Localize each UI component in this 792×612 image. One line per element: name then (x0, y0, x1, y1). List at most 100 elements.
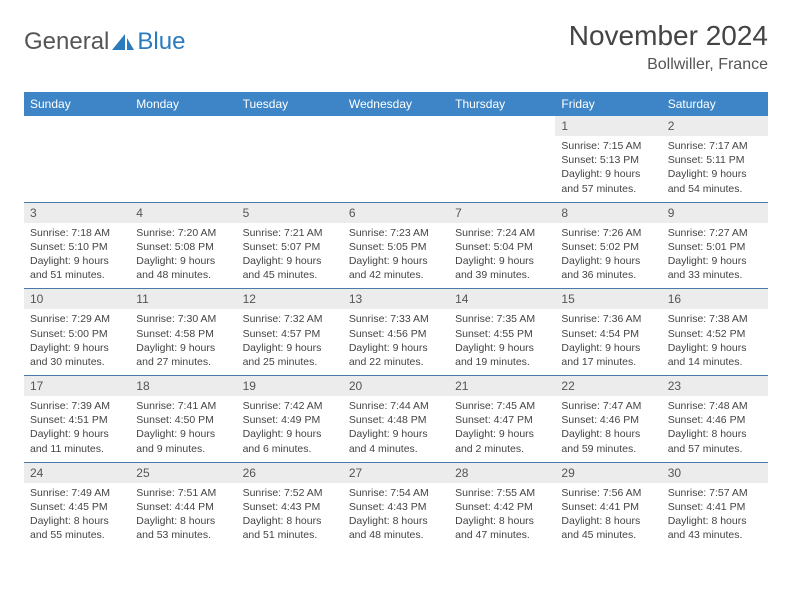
daylight-line: Daylight: 8 hours and 47 minutes. (455, 514, 549, 542)
day-content-cell: Sunrise: 7:30 AMSunset: 4:58 PMDaylight:… (130, 309, 236, 375)
sunset-line: Sunset: 4:50 PM (136, 413, 230, 427)
sunset-line: Sunset: 4:51 PM (30, 413, 124, 427)
header: General Blue November 2024 Bollwiller, F… (24, 20, 768, 74)
week-0-daynums: 12 (24, 116, 768, 136)
sunrise-line: Sunrise: 7:56 AM (561, 486, 655, 500)
sunset-line: Sunset: 5:04 PM (455, 240, 549, 254)
daylight-line: Daylight: 8 hours and 43 minutes. (668, 514, 762, 542)
week-3-content: Sunrise: 7:39 AMSunset: 4:51 PMDaylight:… (24, 396, 768, 462)
location: Bollwiller, France (569, 56, 768, 74)
week-2-content: Sunrise: 7:29 AMSunset: 5:00 PMDaylight:… (24, 309, 768, 375)
daylight-line: Daylight: 8 hours and 51 minutes. (243, 514, 337, 542)
sunrise-line: Sunrise: 7:30 AM (136, 312, 230, 326)
daylight-line: Daylight: 9 hours and 30 minutes. (30, 341, 124, 369)
daylight-line: Daylight: 8 hours and 53 minutes. (136, 514, 230, 542)
day-number-cell: 28 (449, 462, 555, 483)
sunrise-line: Sunrise: 7:48 AM (668, 399, 762, 413)
sunset-line: Sunset: 4:48 PM (349, 413, 443, 427)
sunset-line: Sunset: 5:05 PM (349, 240, 443, 254)
daylight-line: Daylight: 9 hours and 9 minutes. (136, 427, 230, 455)
sunset-line: Sunset: 4:41 PM (668, 500, 762, 514)
day-content-cell: Sunrise: 7:38 AMSunset: 4:52 PMDaylight:… (662, 309, 768, 375)
day-content-cell: Sunrise: 7:41 AMSunset: 4:50 PMDaylight:… (130, 396, 236, 462)
sunrise-line: Sunrise: 7:45 AM (455, 399, 549, 413)
sunrise-line: Sunrise: 7:38 AM (668, 312, 762, 326)
sunset-line: Sunset: 5:11 PM (668, 153, 762, 167)
daylight-line: Daylight: 9 hours and 42 minutes. (349, 254, 443, 282)
day-number-cell: 15 (555, 289, 661, 310)
day-content-cell: Sunrise: 7:33 AMSunset: 4:56 PMDaylight:… (343, 309, 449, 375)
sunrise-line: Sunrise: 7:29 AM (30, 312, 124, 326)
calendar-table: SundayMondayTuesdayWednesdayThursdayFrid… (24, 92, 768, 548)
sunrise-line: Sunrise: 7:36 AM (561, 312, 655, 326)
day-number-cell: 17 (24, 376, 130, 397)
sunrise-line: Sunrise: 7:26 AM (561, 226, 655, 240)
day-content-cell: Sunrise: 7:15 AMSunset: 5:13 PMDaylight:… (555, 136, 661, 202)
day-content-cell: Sunrise: 7:45 AMSunset: 4:47 PMDaylight:… (449, 396, 555, 462)
daylight-line: Daylight: 8 hours and 48 minutes. (349, 514, 443, 542)
day-number-cell: 19 (237, 376, 343, 397)
day-content-cell: Sunrise: 7:51 AMSunset: 4:44 PMDaylight:… (130, 483, 236, 549)
day-number-cell: 22 (555, 376, 661, 397)
daylight-line: Daylight: 9 hours and 33 minutes. (668, 254, 762, 282)
sunrise-line: Sunrise: 7:39 AM (30, 399, 124, 413)
day-content-cell: Sunrise: 7:47 AMSunset: 4:46 PMDaylight:… (555, 396, 661, 462)
logo-sail-icon (111, 33, 135, 51)
sunset-line: Sunset: 5:07 PM (243, 240, 337, 254)
sunrise-line: Sunrise: 7:52 AM (243, 486, 337, 500)
daylight-line: Daylight: 9 hours and 48 minutes. (136, 254, 230, 282)
day-number-cell (130, 116, 236, 136)
sunset-line: Sunset: 5:13 PM (561, 153, 655, 167)
day-content-cell (343, 136, 449, 202)
daylight-line: Daylight: 9 hours and 25 minutes. (243, 341, 337, 369)
day-number-cell: 24 (24, 462, 130, 483)
sunset-line: Sunset: 4:43 PM (349, 500, 443, 514)
calendar-body: 12 Sunrise: 7:15 AMSunset: 5:13 PMDaylig… (24, 116, 768, 548)
day-content-cell: Sunrise: 7:27 AMSunset: 5:01 PMDaylight:… (662, 223, 768, 289)
daylight-line: Daylight: 9 hours and 57 minutes. (561, 167, 655, 195)
daylight-line: Daylight: 9 hours and 22 minutes. (349, 341, 443, 369)
week-3-daynums: 17181920212223 (24, 376, 768, 397)
day-number-cell: 14 (449, 289, 555, 310)
day-number-cell: 9 (662, 202, 768, 223)
day-content-cell (237, 136, 343, 202)
day-header-sunday: Sunday (24, 92, 130, 116)
sunrise-line: Sunrise: 7:51 AM (136, 486, 230, 500)
day-content-cell: Sunrise: 7:39 AMSunset: 4:51 PMDaylight:… (24, 396, 130, 462)
sunrise-line: Sunrise: 7:18 AM (30, 226, 124, 240)
sunset-line: Sunset: 5:01 PM (668, 240, 762, 254)
sunrise-line: Sunrise: 7:24 AM (455, 226, 549, 240)
daylight-line: Daylight: 9 hours and 11 minutes. (30, 427, 124, 455)
logo-text-1: General (24, 28, 109, 56)
sunset-line: Sunset: 4:55 PM (455, 327, 549, 341)
day-content-cell: Sunrise: 7:20 AMSunset: 5:08 PMDaylight:… (130, 223, 236, 289)
daylight-line: Daylight: 9 hours and 36 minutes. (561, 254, 655, 282)
day-content-cell (449, 136, 555, 202)
day-header-thursday: Thursday (449, 92, 555, 116)
sunset-line: Sunset: 5:02 PM (561, 240, 655, 254)
sunset-line: Sunset: 4:45 PM (30, 500, 124, 514)
day-number-cell: 27 (343, 462, 449, 483)
sunset-line: Sunset: 4:43 PM (243, 500, 337, 514)
sunrise-line: Sunrise: 7:27 AM (668, 226, 762, 240)
sunset-line: Sunset: 4:42 PM (455, 500, 549, 514)
daylight-line: Daylight: 8 hours and 59 minutes. (561, 427, 655, 455)
day-number-cell (237, 116, 343, 136)
day-content-cell: Sunrise: 7:23 AMSunset: 5:05 PMDaylight:… (343, 223, 449, 289)
day-content-cell: Sunrise: 7:35 AMSunset: 4:55 PMDaylight:… (449, 309, 555, 375)
sunset-line: Sunset: 4:52 PM (668, 327, 762, 341)
sunrise-line: Sunrise: 7:32 AM (243, 312, 337, 326)
day-content-cell: Sunrise: 7:49 AMSunset: 4:45 PMDaylight:… (24, 483, 130, 549)
week-4-daynums: 24252627282930 (24, 462, 768, 483)
day-content-cell (24, 136, 130, 202)
logo-text-2: Blue (137, 28, 185, 56)
day-content-cell: Sunrise: 7:56 AMSunset: 4:41 PMDaylight:… (555, 483, 661, 549)
day-number-cell: 23 (662, 376, 768, 397)
day-header-row: SundayMondayTuesdayWednesdayThursdayFrid… (24, 92, 768, 116)
sunrise-line: Sunrise: 7:49 AM (30, 486, 124, 500)
sunset-line: Sunset: 4:56 PM (349, 327, 443, 341)
daylight-line: Daylight: 9 hours and 51 minutes. (30, 254, 124, 282)
sunset-line: Sunset: 4:49 PM (243, 413, 337, 427)
day-header-monday: Monday (130, 92, 236, 116)
daylight-line: Daylight: 9 hours and 2 minutes. (455, 427, 549, 455)
